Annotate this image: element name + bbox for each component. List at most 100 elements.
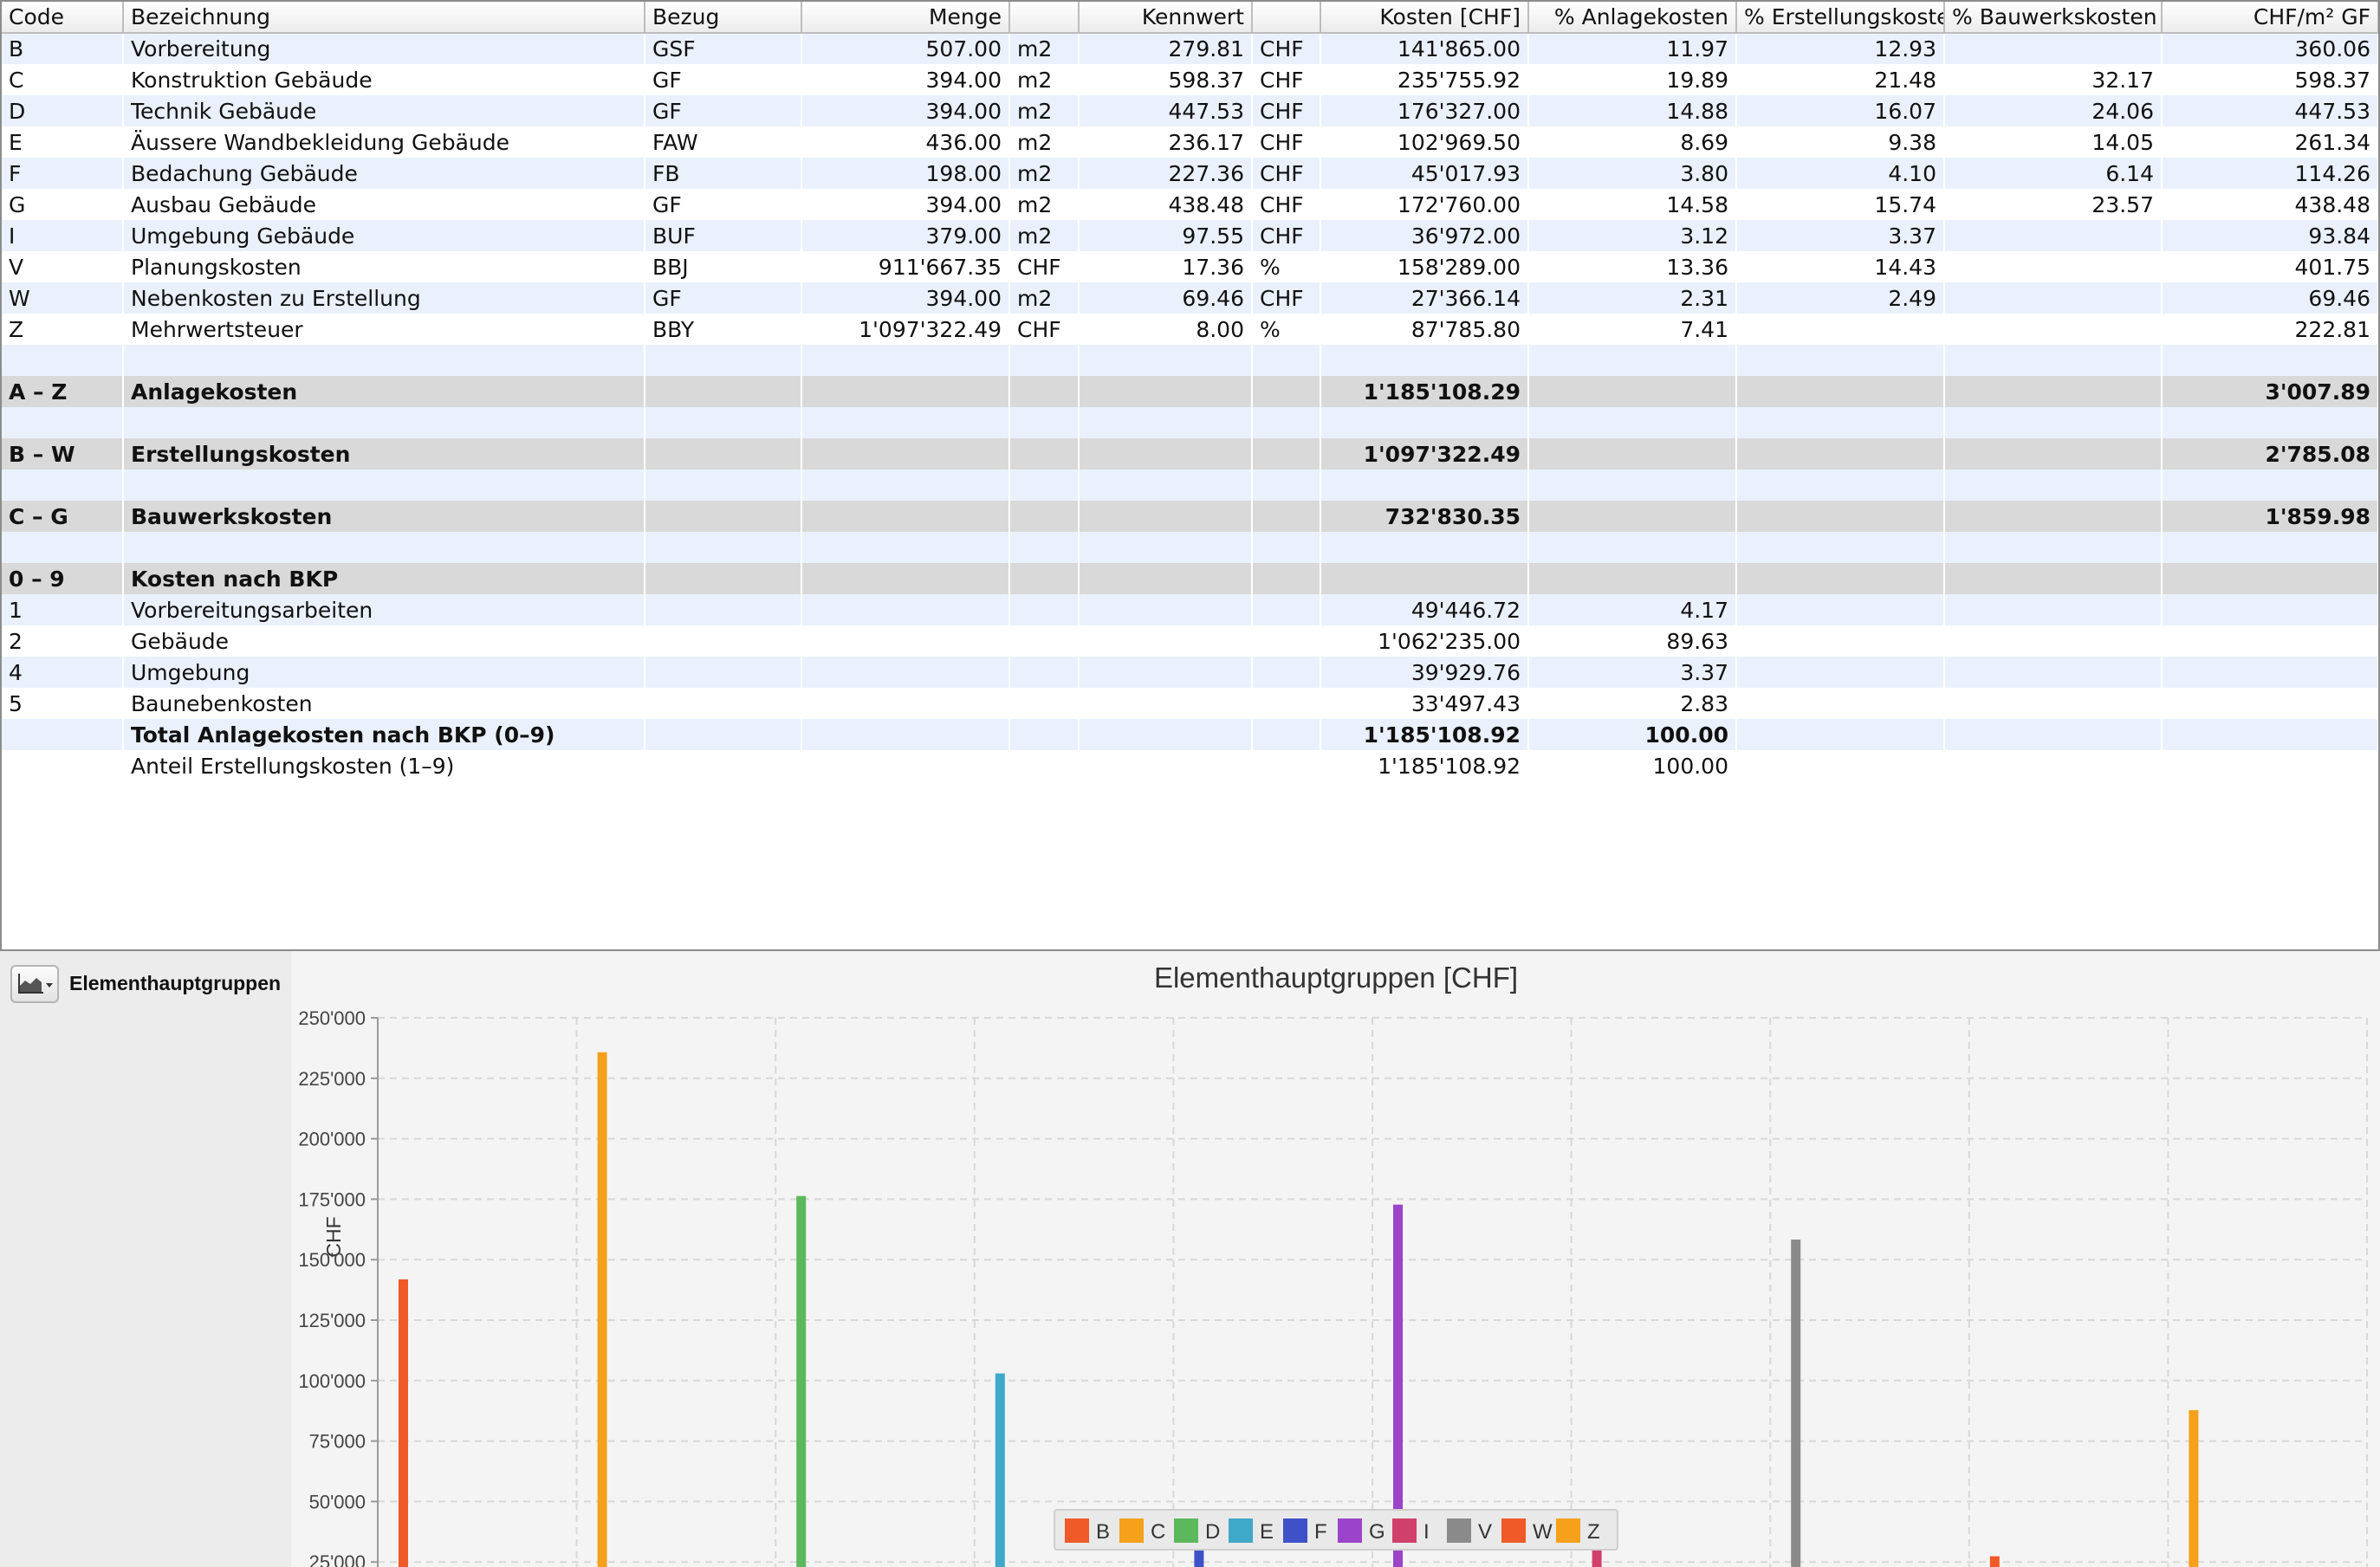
table-row[interactable]: B – W Erstellungskosten 1'097'322.49 2'785.… [2, 438, 2378, 469]
table-row[interactable]: D Technik Gebäude GF 394.00 m2 447.53 CHF 176'3… [2, 95, 2378, 126]
table-cell [1320, 563, 1529, 594]
column-header-chf-per-m2[interactable]: CHF/m² GF [2162, 2, 2378, 34]
table-cell: 158'289.00 [1320, 251, 1528, 282]
table-cell: V [2, 251, 123, 282]
table-cell: 1 [2, 594, 123, 625]
table-cell: 2.31 [1528, 282, 1736, 314]
table-cell: 1'859.98 [2162, 501, 2378, 532]
table-cell: Total Anlagekosten nach BKP (0–9) [123, 719, 645, 750]
table-cell: 27'366.14 [1320, 282, 1528, 314]
column-header-erstellungskosten-pct[interactable]: % Erstellungskosten [1736, 2, 1945, 34]
table-row[interactable] [2, 469, 2378, 501]
table-cell [1009, 345, 1079, 376]
column-header-anlagekosten-pct[interactable]: % Anlagekosten [1528, 2, 1737, 34]
table-cell [1252, 469, 1320, 501]
bar-chart: Elementhauptgruppen [CHF] CHF 025'00050'… [298, 962, 2368, 1567]
table-row[interactable]: E Äussere Wandbekleidung Gebäude FAW 436.00… [2, 126, 2378, 158]
table-cell: 49'446.72 [1320, 594, 1528, 625]
table-row[interactable]: 2 Gebäude 1'062'235.00 89.63 [2, 625, 2378, 657]
table-cell [801, 688, 1009, 719]
table-cell: CHF [1252, 189, 1320, 220]
column-header-bauwerkskosten-pct[interactable]: % Bauwerkskosten [1944, 2, 2163, 34]
table-row[interactable]: C – G Bauwerkskosten 732'830.35 1'859.98 [2, 501, 2378, 532]
table-row[interactable]: W Nebenkosten zu Erstellung GF 394.00 m2 69.4… [2, 282, 2378, 314]
table-cell: CHF [1009, 251, 1079, 282]
table-cell: Konstruktion Gebäude [123, 64, 645, 95]
legend-label: G [1369, 1520, 1385, 1544]
table-cell: C – G [2, 501, 124, 532]
table-cell [1944, 282, 2162, 314]
table-cell [1252, 345, 1320, 376]
table-cell [2162, 657, 2378, 688]
table-row[interactable]: 5 Baunebenkosten 33'497.43 2.83 [2, 688, 2378, 719]
table-cell [1009, 688, 1079, 719]
table-cell [1944, 657, 2162, 688]
table-cell [1009, 563, 1080, 594]
table-cell [1252, 657, 1320, 688]
column-header-bezeichnung[interactable]: Bezeichnung [123, 2, 645, 34]
chart-type-button[interactable] [10, 965, 59, 1003]
table-row[interactable]: Total Anlagekosten nach BKP (0–9) 1'185'1… [2, 719, 2378, 750]
table-cell: CHF [1252, 64, 1320, 95]
table-row[interactable]: V Planungskosten BBJ 911'667.35 CHF 17.36% 158… [2, 251, 2378, 282]
table-cell: 8.69 [1528, 126, 1736, 158]
table-cell [645, 376, 802, 407]
column-header-kennwert[interactable]: Kennwert [1079, 2, 1253, 34]
cost-table-pane[interactable]: Code Bezeichnung Bezug Menge Kennwert Ko… [0, 0, 2380, 951]
table-cell [1252, 532, 1320, 563]
table-row[interactable] [2, 345, 2378, 376]
table-cell: Vorbereitungsarbeiten [123, 594, 645, 625]
column-header-bezug[interactable]: Bezug [645, 2, 802, 34]
table-cell: BBY [645, 314, 801, 345]
table-cell [1736, 469, 1944, 501]
table-cell [1252, 688, 1320, 719]
table-row[interactable]: 4 Umgebung 39'929.76 3.37 [2, 657, 2378, 688]
table-row[interactable]: C Konstruktion Gebäude GF 394.00 m2 598.37 CHF… [2, 64, 2378, 95]
table-row[interactable]: I Umgebung Gebäude BUF 379.00 m2 97.55 CHF 36'9… [2, 220, 2378, 251]
table-cell: 507.00 [801, 33, 1009, 64]
table-row[interactable] [2, 532, 2378, 563]
table-cell [1528, 501, 1737, 532]
table-row[interactable]: 1 Vorbereitungsarbeiten 49'446.72 4.17 [2, 594, 2378, 625]
table-cell [645, 501, 802, 532]
table-cell: 89.63 [1528, 625, 1736, 657]
column-header-code[interactable]: Code [2, 2, 124, 34]
table-cell: % [1252, 314, 1320, 345]
legend-label: C [1151, 1520, 1165, 1544]
table-cell [645, 438, 802, 469]
table-cell: 33'497.43 [1320, 688, 1528, 719]
table-cell: 598.37 [1079, 64, 1252, 95]
column-header-kosten[interactable]: Kosten [CHF] [1320, 2, 1529, 34]
table-cell [123, 345, 645, 376]
table-cell [1736, 625, 1944, 657]
table-row[interactable]: B Vorbereitung GSF 507.00 m2 279.81 CHF 141'865… [2, 33, 2378, 64]
table-cell [2, 469, 123, 501]
table-cell: Vorbereitung [123, 33, 645, 64]
table-cell [801, 501, 1010, 532]
table-row[interactable]: G Ausbau Gebäude GF 394.00 m2 438.48 CHF 172'76… [2, 189, 2378, 220]
table-cell [1079, 625, 1252, 657]
table-cell: 100.00 [1528, 750, 1736, 781]
y-tick-label: 75'000 [309, 1431, 366, 1453]
column-header-menge-unit[interactable] [1009, 2, 1080, 34]
table-cell [1736, 501, 1945, 532]
table-row[interactable]: Anteil Erstellungskosten (1–9) 1'185'108.… [2, 750, 2378, 781]
table-row[interactable]: 0 – 9 Kosten nach BKP [2, 563, 2378, 594]
table-cell [801, 532, 1009, 563]
table-cell [1252, 719, 1320, 750]
table-cell [2162, 407, 2378, 438]
column-header-kennwert-unit[interactable] [1252, 2, 1321, 34]
legend-swatch [1447, 1518, 1471, 1543]
table-cell: 24.06 [1944, 95, 2162, 126]
table-cell [1528, 376, 1737, 407]
table-row[interactable]: A – Z Anlagekosten 1'185'108.29 3'007.89 [2, 376, 2378, 407]
table-row[interactable]: Z Mehrwertsteuer BBY 1'097'322.49 CHF 8.00% 87… [2, 314, 2378, 345]
table-row[interactable]: F Bedachung Gebäude FB 198.00 m2 227.36 CHF 45'… [2, 158, 2378, 189]
table-cell [1079, 376, 1253, 407]
table-cell: 1'185'108.29 [1320, 376, 1529, 407]
table-cell [1528, 532, 1736, 563]
table-cell [1736, 594, 1944, 625]
table-row[interactable] [2, 407, 2378, 438]
table-cell [1736, 563, 1945, 594]
column-header-menge[interactable]: Menge [801, 2, 1010, 34]
